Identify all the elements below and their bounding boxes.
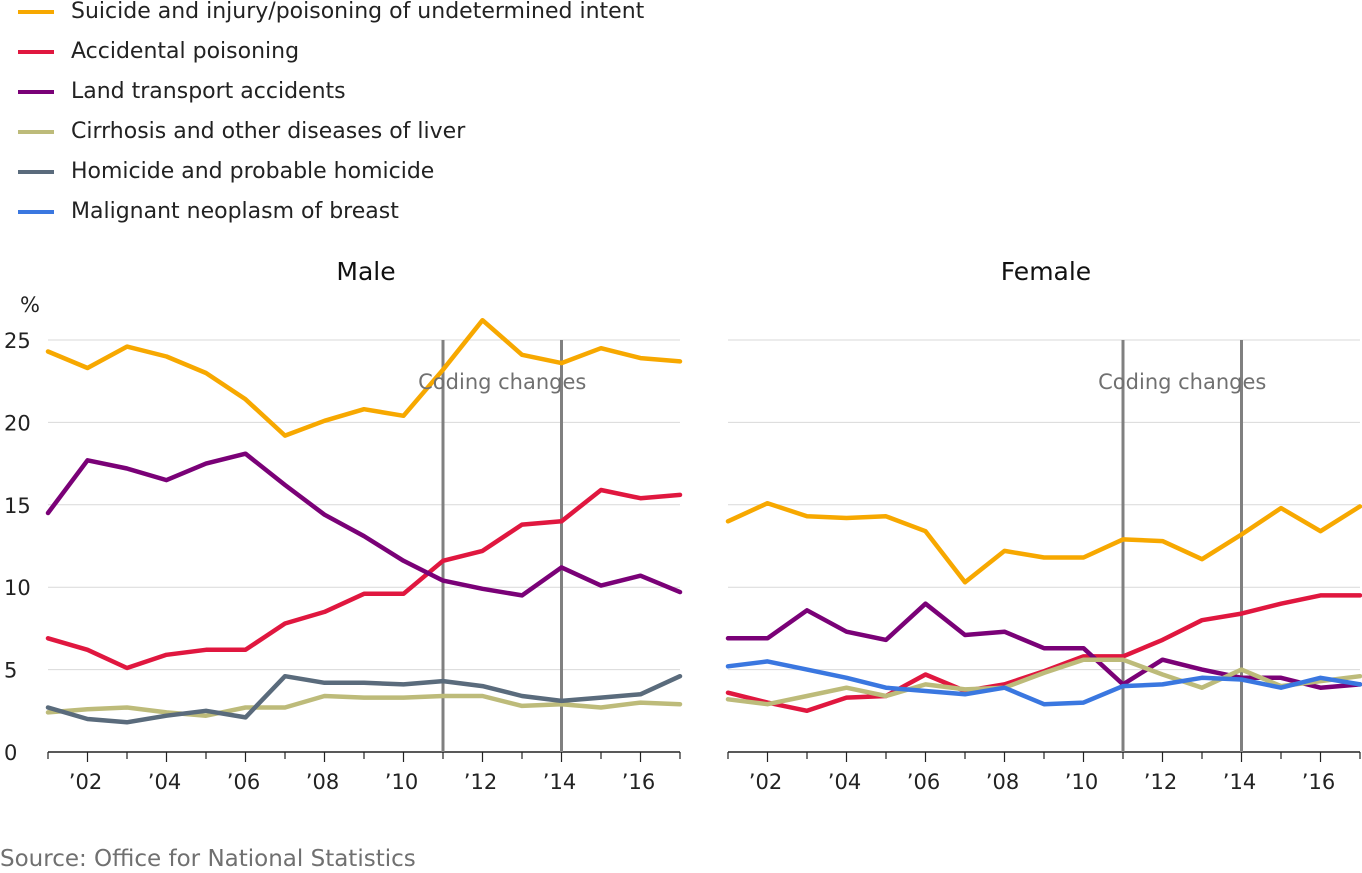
- panel-female-x-tick-label-2014: ’14: [1223, 770, 1256, 794]
- legend-label-homicide: Homicide and probable homicide: [71, 159, 435, 184]
- legend-item-breast-cancer: Malignant neoplasm of breast: [18, 200, 718, 224]
- legend-item-accidental-poisoning: Accidental poisoning: [18, 40, 718, 64]
- legend-swatch-cirrhosis: [18, 130, 54, 134]
- legend-label-land-transport: Land transport accidents: [71, 79, 346, 104]
- y-tick-label-25: 25: [4, 329, 31, 353]
- panel-male-x-tick-label-2002: ’02: [69, 770, 102, 794]
- panel-male-x-tick-label-2014: ’14: [543, 770, 576, 794]
- panel-male-x-tick-label-2006: ’06: [227, 770, 260, 794]
- panel-female-series-line-land-transport-accidents: [725, 601, 1362, 690]
- legend-swatch-suicide: [18, 10, 54, 14]
- y-tick-label-0: 0: [4, 741, 17, 765]
- legend-label-cirrhosis: Cirrhosis and other diseases of liver: [71, 119, 466, 144]
- legend-swatch-accidental-poisoning: [18, 50, 54, 54]
- panel-female-series-line-malignant-neoplasm-of-breast: [725, 659, 1362, 707]
- legend-label-breast-cancer: Malignant neoplasm of breast: [71, 199, 399, 224]
- panel-female-x-tick-label-2006: ’06: [907, 770, 940, 794]
- panel-male-annotation-coding-changes: Coding changes: [418, 370, 586, 394]
- legend-item-cirrhosis: Cirrhosis and other diseases of liver: [18, 120, 718, 144]
- panel-female-series-line-suicide-and-injury-poisoning-of-undetermined-intent: [725, 500, 1362, 585]
- panel-female-x-tick-label-2016: ’16: [1302, 770, 1335, 794]
- panel-female-annotation-coding-changes: Coding changes: [1098, 370, 1266, 394]
- legend-label-suicide: Suicide and injury/poisoning of undeterm…: [71, 0, 645, 24]
- y-tick-label-15: 15: [4, 494, 31, 518]
- panel-female-x-tick-label-2012: ’12: [1144, 770, 1177, 794]
- legend-swatch-homicide: [18, 170, 54, 174]
- panel-male-title: Male: [336, 257, 395, 286]
- panel-female-x-tick-label-2010: ’10: [1065, 770, 1098, 794]
- legend-swatch-breast-cancer: [18, 210, 54, 214]
- panel-male-x-tick-label-2012: ’12: [464, 770, 497, 794]
- panel-male-series-line-cirrhosis-and-other-diseases-of-liver: [45, 693, 683, 718]
- panel-male-series-line-suicide-and-injury-poisoning-of-undetermined-intent: [45, 317, 683, 438]
- panel-male-x-tick-label-2004: ’04: [148, 770, 181, 794]
- panel-female-x-tick-label-2008: ’08: [986, 770, 1019, 794]
- y-axis-unit-label: %: [20, 293, 40, 317]
- panel-male-x-tick-label-2010: ’10: [385, 770, 418, 794]
- panel-male-series-line-accidental-poisoning: [45, 487, 683, 671]
- panel-female-x-tick-label-2002: ’02: [749, 770, 782, 794]
- y-tick-label-5: 5: [4, 659, 17, 683]
- legend-item-suicide: Suicide and injury/poisoning of undeterm…: [18, 0, 718, 24]
- legend-item-land-transport: Land transport accidents: [18, 80, 718, 104]
- panel-male-x-tick-label-2008: ’08: [306, 770, 339, 794]
- panel-male-x-tick-label-2016: ’16: [622, 770, 655, 794]
- panel-female-series-line-cirrhosis-and-other-diseases-of-liver: [725, 657, 1362, 707]
- y-tick-label-20: 20: [4, 411, 31, 435]
- y-tick-label-10: 10: [4, 576, 31, 600]
- panel-male-series-line-homicide-and-probable-homicide: [45, 673, 683, 725]
- legend-label-accidental-poisoning: Accidental poisoning: [71, 39, 300, 64]
- panel-female-x-tick-label-2004: ’04: [828, 770, 861, 794]
- panel-male-series-line-land-transport-accidents: [45, 451, 683, 598]
- source-note: Source: Office for National Statistics: [0, 846, 416, 872]
- legend-item-homicide: Homicide and probable homicide: [18, 160, 718, 184]
- panel-female-title: Female: [1001, 257, 1091, 286]
- legend-swatch-land-transport: [18, 90, 54, 94]
